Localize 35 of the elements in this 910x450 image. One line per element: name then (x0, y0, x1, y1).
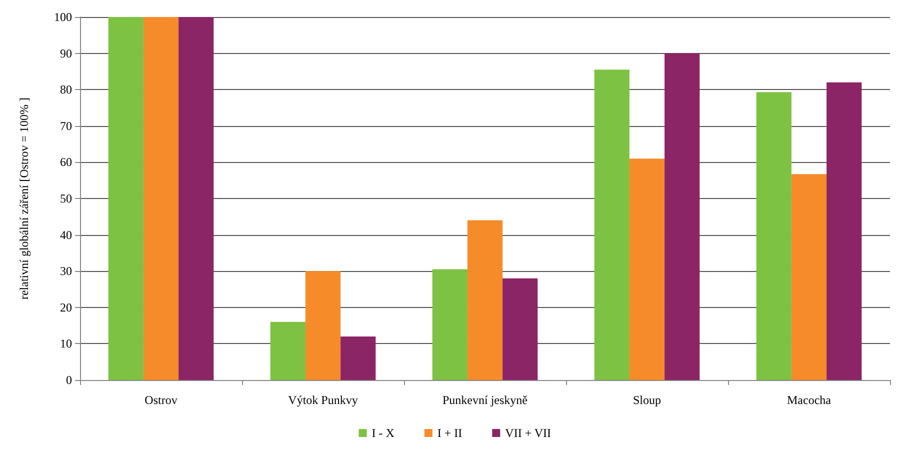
bar (629, 158, 665, 380)
y-tick-label: 80 (60, 82, 72, 97)
bar (305, 271, 341, 380)
y-tick-label: 10 (60, 336, 72, 351)
x-tick-label: Macocha (787, 393, 832, 407)
y-tick-label: 90 (60, 46, 72, 60)
x-tick-label: Sloup (632, 393, 662, 407)
y-tick-label: 100 (54, 10, 72, 24)
bar (502, 278, 538, 380)
bar (143, 17, 179, 380)
bar (664, 53, 700, 380)
y-tick-label: 0 (66, 373, 72, 387)
x-tick-label: Výtok Punkvy (288, 393, 358, 407)
bar (108, 17, 144, 380)
y-tick-label: 20 (60, 300, 72, 314)
bar (791, 174, 827, 380)
bar (340, 336, 376, 380)
bar (756, 92, 792, 380)
bar (594, 70, 630, 380)
bar (467, 220, 503, 380)
bar (432, 269, 468, 380)
x-tick-label: Punkevní jeskyně (442, 393, 528, 407)
y-tick-label: 40 (60, 228, 72, 242)
bar (826, 82, 862, 380)
y-tick-label: 60 (60, 155, 72, 170)
y-axis-title: relativní globální záření [Ostrov = 100% ] (17, 97, 31, 300)
y-tick-label: 70 (60, 118, 72, 133)
x-tick-label: Ostrov (144, 393, 178, 407)
legend-label: I - X (372, 426, 395, 440)
legend-label: VII + VII (505, 426, 552, 440)
y-tick-label: 50 (60, 192, 72, 206)
legend-label: I + II (437, 426, 462, 440)
bar (270, 322, 306, 380)
bar (178, 17, 214, 380)
y-tick-label: 30 (60, 264, 72, 278)
